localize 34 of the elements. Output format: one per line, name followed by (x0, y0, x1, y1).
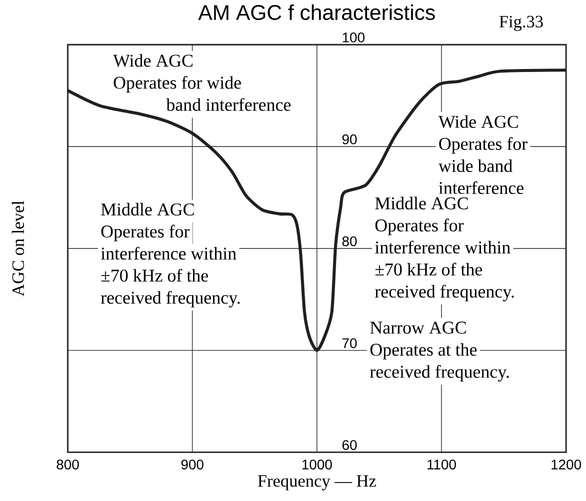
x-tick-label: 1100 (428, 460, 456, 470)
chart-title: AM AGC f characteristics (198, 4, 435, 20)
annotation: Operates for (375, 218, 464, 236)
annotation: interference within (100, 246, 236, 260)
annotation: band interference (166, 98, 291, 111)
x-tick-label: 900 (181, 460, 204, 470)
y-tick-label: 60 (342, 440, 357, 450)
annotation: Operates for (101, 224, 190, 242)
annotation: interference (438, 181, 524, 194)
x-tick-label: 1200 (552, 460, 582, 470)
annotation: wide band (438, 159, 512, 172)
annotation: Operates for wide (114, 76, 241, 92)
x-tick-label: 800 (56, 460, 79, 470)
annotation: Operates for (439, 137, 528, 154)
annotation: received frequency. (100, 290, 240, 308)
y-tick-label: 100 (342, 32, 364, 42)
annotation: Middle AGC (101, 202, 194, 216)
annotation: received frequency. (375, 284, 514, 302)
annotation: Middle AGC (375, 196, 468, 210)
y-axis-title: AGC on level (12, 200, 24, 296)
caption: Fig.33 (499, 16, 543, 31)
annotation: Wide AGC (438, 115, 518, 128)
y-tick-label: 80 (342, 236, 357, 246)
x-axis-title: Frequency — Hz (258, 475, 376, 490)
annotation: interference within (375, 240, 510, 254)
y-tick-label: 70 (342, 338, 357, 348)
annotation: Wide AGC (113, 54, 193, 67)
annotation: ±70 kHz of the (375, 262, 482, 276)
annotation: Operates at the (370, 343, 477, 360)
annotation: Narrow AGC (370, 322, 466, 334)
annotation: received frequency. (370, 365, 509, 382)
annotation: ±70 kHz of the (101, 268, 208, 282)
x-tick-label: 1000 (302, 460, 332, 470)
y-tick-label: 90 (342, 134, 357, 144)
